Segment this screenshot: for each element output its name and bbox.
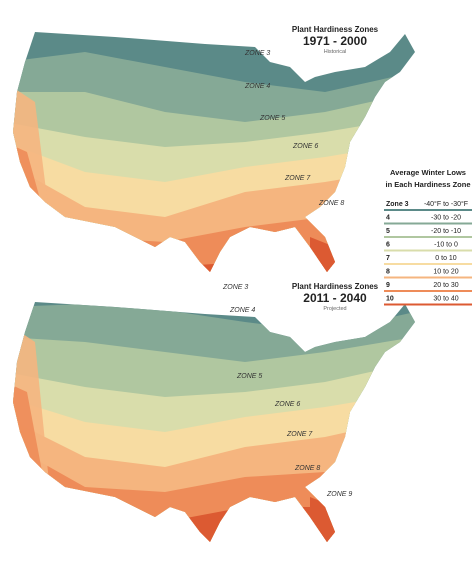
- legend-range: 30 to 40: [433, 296, 458, 303]
- legend-range: 20 to 30: [433, 282, 458, 289]
- zone-label: ZONE 9: [326, 491, 352, 498]
- zone-label: ZONE 5: [259, 115, 285, 122]
- legend-title: Average Winter Lows: [390, 168, 466, 177]
- map-years: 1971 - 2000: [303, 34, 367, 48]
- zone-band: [310, 237, 340, 272]
- zone-label: ZONE 6: [292, 143, 318, 150]
- legend-range: -40°F to -30°F: [424, 200, 468, 208]
- map-title: Plant Hardiness Zones: [292, 25, 379, 34]
- map-subtitle: Historical: [324, 49, 347, 55]
- zone-label: ZONE 3: [222, 284, 248, 291]
- zone-label: ZONE 3: [244, 50, 270, 57]
- legend-title: in Each Hardiness Zone: [385, 180, 470, 189]
- zone-label: ZONE 4: [229, 307, 255, 314]
- legend-range: -20 to -10: [431, 228, 461, 235]
- zone-label: ZONE 4: [244, 83, 270, 90]
- zone-label: ZONE 6: [274, 401, 300, 408]
- legend-zone: 8: [386, 269, 390, 276]
- legend-zone: 7: [386, 255, 390, 262]
- legend-range: -10 to 0: [434, 242, 458, 249]
- zone-label: ZONE 7: [284, 175, 311, 182]
- zone-label: ZONE 8: [294, 465, 320, 472]
- legend-range: 10 to 20: [433, 269, 458, 276]
- legend-zone: 4: [386, 215, 390, 222]
- legend-zone: Zone 3: [386, 201, 409, 208]
- zone-label: ZONE 5: [236, 373, 262, 380]
- zone-label: ZONE 8: [318, 200, 344, 207]
- map-subtitle: Projected: [323, 306, 346, 312]
- legend-range: 0 to 10: [435, 255, 457, 262]
- legend: Average Winter Lows in Each Hardiness Zo…: [384, 168, 472, 306]
- legend-zone: 10: [386, 296, 394, 303]
- legend-zone: 9: [386, 282, 390, 289]
- map-title: Plant Hardiness Zones: [292, 282, 379, 291]
- map-historical: ZONE 3 ZONE 4 ZONE 5 ZONE 6 ZONE 7 ZONE 8: [13, 32, 415, 272]
- zone-band: [310, 497, 340, 542]
- zone-label: ZONE 7: [286, 431, 313, 438]
- map-years: 2011 - 2040: [303, 291, 367, 305]
- legend-zone: 6: [386, 242, 390, 249]
- legend-range: -30 to -20: [431, 215, 461, 222]
- map-projected: ZONE 3 ZONE 4 ZONE 5 ZONE 6 ZONE 7 ZONE 8 ZONE…: [13, 284, 415, 542]
- legend-zone: 5: [386, 228, 390, 235]
